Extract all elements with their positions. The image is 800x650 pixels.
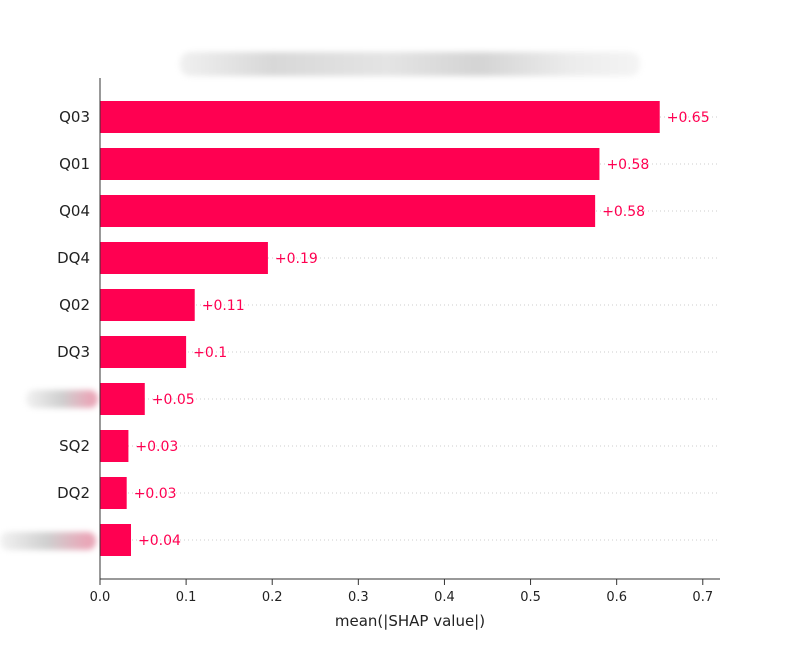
value-label: +0.04 (138, 533, 181, 549)
x-tick-label: 0.0 (90, 590, 111, 605)
value-label: +0.03 (134, 486, 177, 502)
obscured-category-label (26, 390, 98, 408)
category-label: SQ2 (59, 437, 90, 455)
bar (100, 477, 127, 509)
bar (100, 336, 187, 368)
category-label: Q01 (59, 155, 90, 173)
category-label: DQ4 (57, 249, 90, 267)
x-ticks: 0.0 0.1 0.2 0.3 0.4 0.5 0.6 0.7 (90, 579, 713, 605)
category-label: Q02 (59, 296, 90, 314)
x-tick-label: 0.3 (348, 590, 369, 605)
obscured-category-label (0, 532, 96, 550)
category-labels: Q03 Q01 Q04 DQ4 Q02 DQ3 SQ2 DQ2 (57, 108, 90, 502)
value-label: +0.03 (135, 439, 178, 455)
bar (100, 148, 600, 180)
row-guides (100, 116, 720, 541)
bar (100, 289, 195, 321)
value-label: +0.58 (602, 204, 645, 220)
bar (100, 383, 145, 415)
value-labels: +0.65 +0.58 +0.58 +0.19 +0.11 +0.1 +0.05 +0.03 +… (134, 110, 710, 549)
value-label: +0.19 (275, 251, 318, 267)
x-tick-label: 0.6 (606, 590, 627, 605)
bars (100, 101, 660, 556)
category-label: Q04 (59, 202, 90, 220)
value-label: +0.11 (202, 298, 245, 314)
bar (100, 524, 131, 556)
category-label: DQ3 (57, 343, 90, 361)
value-label: +0.58 (606, 157, 649, 173)
x-tick-label: 0.5 (520, 590, 541, 605)
category-label: Q03 (59, 108, 90, 126)
value-label: +0.65 (667, 110, 710, 126)
x-axis-label: mean(|SHAP value|) (335, 612, 485, 630)
x-tick-label: 0.1 (176, 590, 197, 605)
x-tick-label: 0.7 (692, 590, 713, 605)
bar (100, 101, 660, 133)
bar (100, 242, 268, 274)
value-label: +0.05 (152, 392, 195, 408)
value-label: +0.1 (193, 345, 227, 361)
chart-title-obscured (180, 52, 640, 76)
x-tick-label: 0.2 (262, 590, 283, 605)
bar (100, 430, 129, 462)
x-tick-label: 0.4 (434, 590, 455, 605)
bar (100, 195, 596, 227)
category-label: DQ2 (57, 484, 90, 502)
